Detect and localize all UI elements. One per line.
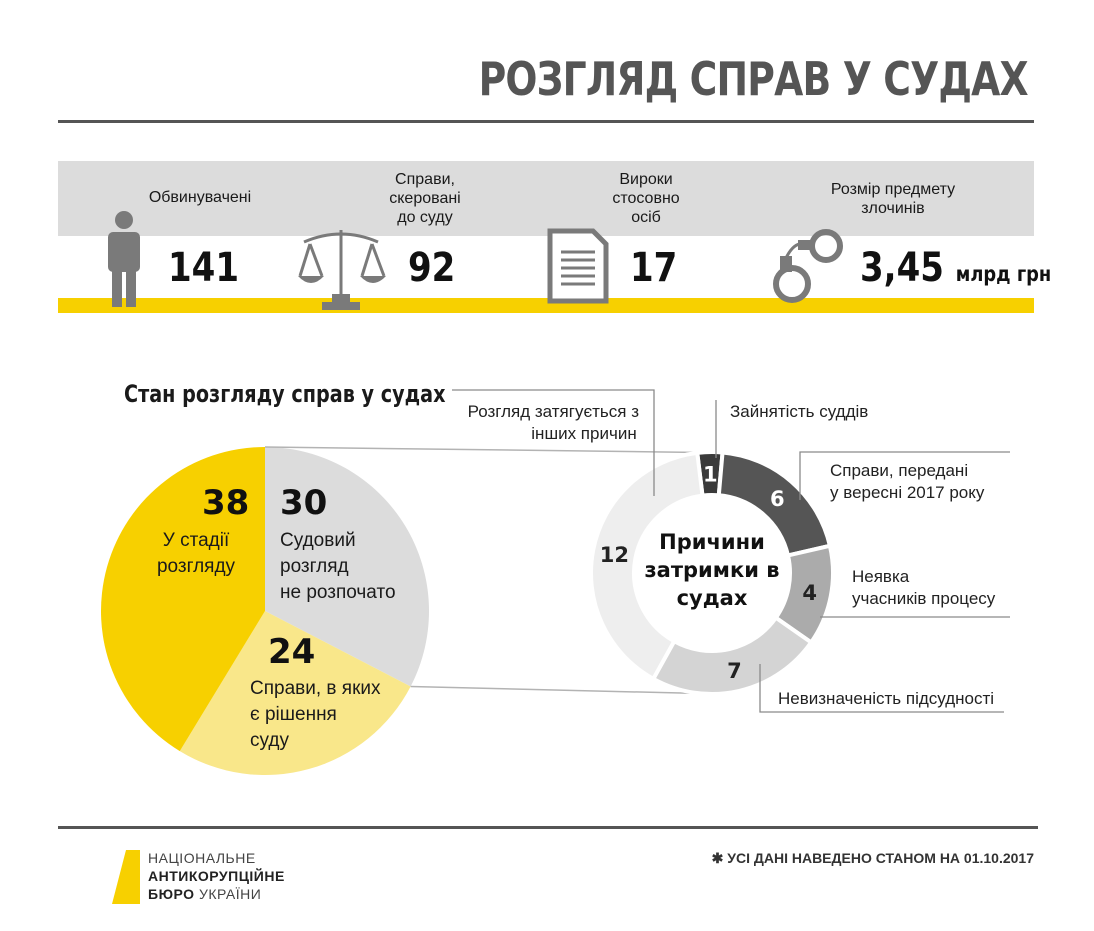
pie-label-1-2: суду <box>250 730 289 751</box>
stats-header-band <box>58 161 1034 236</box>
stat-amount-number: 3,45 <box>860 245 944 291</box>
pie-value-2: 38 <box>202 483 249 523</box>
donut-label-1-0: Справи, передані <box>830 461 968 480</box>
donut-title-line-0: Причини <box>659 530 765 554</box>
delay-donut-chart <box>589 450 835 696</box>
stat-amount-unit: млрд грн <box>955 262 1052 286</box>
donut-value-3: 7 <box>727 659 742 683</box>
donut-slice-4 <box>589 450 705 682</box>
pie-slice-0 <box>265 447 430 687</box>
donut-title-line-2: судах <box>677 586 748 610</box>
handcuffs-icon <box>773 229 843 303</box>
person-icon <box>108 211 140 307</box>
pie-connector-lines <box>264 446 702 695</box>
stat-cases-label: Справи, скеровані до суду <box>389 171 461 226</box>
title-divider <box>58 120 1034 123</box>
pie-chart-title: Стан розгляду справ у судах <box>124 380 446 408</box>
donut-label-2-1: учасників процесу <box>852 589 996 608</box>
data-date-note: ✱ УСІ ДАНІ НАВЕДЕНО СТАНОМ НА 01.10.2017 <box>711 850 1034 866</box>
donut-label-2-0: Неявка <box>852 567 910 586</box>
document-icon <box>547 228 609 304</box>
stat-amount-label: Розмір предмету злочинів <box>830 181 956 217</box>
pie-label-0-1: розгляд <box>280 556 349 577</box>
donut-value-1: 6 <box>770 487 785 511</box>
pie-label-0-2: не розпочато <box>280 582 396 603</box>
donut-label-0-0: Зайнятість суддів <box>730 402 868 421</box>
donut-callout-lines <box>452 389 1010 713</box>
stat-amount-value: 3,45 млрд грн <box>860 245 1051 291</box>
stat-verdicts-value: 17 <box>630 245 678 291</box>
donut-value-4: 12 <box>600 543 629 567</box>
callout-line-1 <box>799 451 1010 500</box>
chart-labels: 30 Судовий розгляд не розпочато 24 Справи, в … <box>157 402 996 751</box>
stat-accused-label: Обвинувачені <box>148 189 252 206</box>
donut-label-4-0: Розгляд затягується з <box>468 402 640 421</box>
nabu-logo <box>112 850 140 904</box>
donut-value-0: 1 <box>703 463 718 487</box>
donut-label-4-1: інших причин <box>531 424 636 443</box>
donut-title-line-1: затримки в <box>644 558 779 582</box>
pie-label-2-0: У стадії <box>163 530 230 551</box>
stat-cases-value: 92 <box>408 245 456 291</box>
status-pie-chart <box>101 447 430 775</box>
connector-line-top <box>264 446 702 454</box>
donut-label-1-1: у вересні 2017 року <box>830 483 985 502</box>
logo-line-3-bold: БЮРО <box>148 886 195 902</box>
pie-value-1: 24 <box>268 632 315 672</box>
page-title: РОЗГЛЯД СПРАВ У СУДАХ <box>478 52 1029 106</box>
footer-divider <box>58 826 1038 829</box>
callout-line-4 <box>452 389 655 496</box>
pie-label-0-0: Судовий <box>280 530 356 551</box>
stat-verdicts-label: Вироки стосовно осіб <box>612 171 680 226</box>
logo-line-2: АНТИКОРУПЦІЙНЕ <box>148 868 285 884</box>
pie-slice-1 <box>179 611 411 775</box>
connector-line-bottom <box>410 685 702 695</box>
donut-value-2: 4 <box>802 581 817 605</box>
donut-label-3-0: Невизначеність підсудності <box>778 689 994 708</box>
callout-line-3 <box>759 664 1004 713</box>
pie-label-2-1: розгляду <box>157 556 236 577</box>
pie-label-1-0: Справи, в яких <box>250 678 381 699</box>
stat-accused-value: 141 <box>168 245 239 291</box>
logo-line-3: БЮРО УКРАЇНИ <box>148 886 261 902</box>
logo-line-3-suffix: УКРАЇНИ <box>198 886 262 902</box>
pie-value-0: 30 <box>280 483 327 523</box>
scales-icon <box>298 230 386 310</box>
pie-label-1-1: є рішення <box>250 704 337 725</box>
logo-line-1: НАЦІОНАЛЬНЕ <box>148 850 256 866</box>
pie-slice-2 <box>101 447 265 752</box>
